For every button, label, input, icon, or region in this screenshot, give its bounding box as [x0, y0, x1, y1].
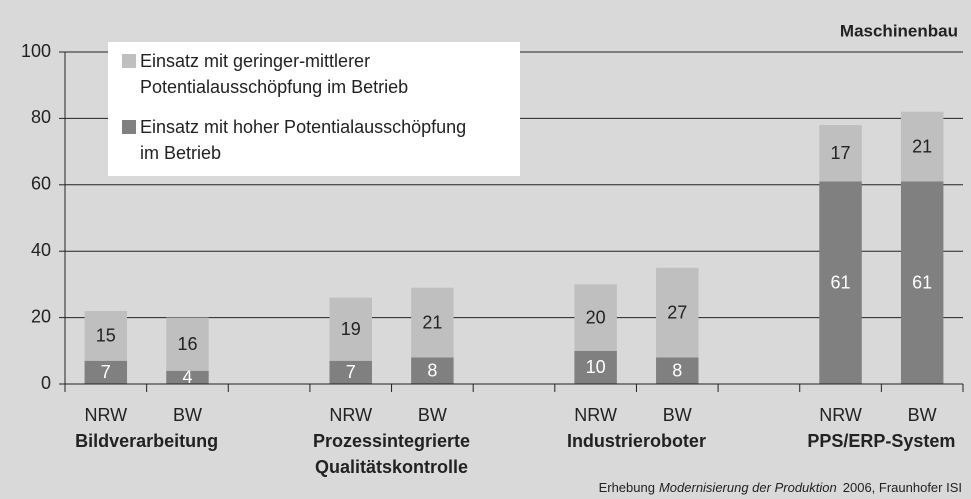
- value-label: 8: [672, 360, 682, 380]
- x-tick-label: NRW: [574, 405, 617, 425]
- value-label: 15: [96, 326, 116, 346]
- legend: Einsatz mit geringer-mittlerer Potential…: [108, 42, 520, 176]
- x-tick-label: NRW: [329, 405, 372, 425]
- source-italic: Modernisierung der Produktion: [659, 480, 837, 495]
- x-tick-label: BW: [663, 405, 692, 425]
- legend-swatch: [122, 54, 136, 68]
- legend-label: Einsatz mit geringer-mittlerer Potential…: [140, 51, 409, 97]
- bar-segment: [411, 287, 454, 358]
- y-tick-label: 80: [31, 107, 51, 127]
- value-label: 21: [422, 312, 442, 332]
- bar-segment: [411, 357, 454, 384]
- bar-segment: [819, 181, 862, 384]
- y-tick-label: 20: [31, 306, 51, 326]
- y-tick-label: 0: [41, 373, 51, 393]
- value-label: 61: [831, 272, 851, 292]
- value-label: 21: [912, 136, 932, 156]
- legend-label: Einsatz mit hoher Potentialausschöpfung …: [140, 117, 467, 163]
- bar-segment: [656, 357, 699, 384]
- value-label: 17: [831, 143, 851, 163]
- value-label: 27: [667, 302, 687, 322]
- bar-segment: [166, 317, 209, 371]
- x-tick-label: BW: [418, 405, 447, 425]
- source-note: Erhebung Modernisierung der Produktion 200…: [599, 480, 962, 495]
- group-label: Qualitätskontrolle: [315, 457, 468, 477]
- value-label: 7: [101, 362, 111, 382]
- bar-segment: [329, 360, 372, 384]
- x-tick-label: BW: [908, 405, 937, 425]
- value-label: 4: [182, 367, 192, 387]
- group-label: Bildverarbeitung: [75, 431, 218, 451]
- bar-segment: [900, 181, 944, 384]
- bar-segment: [574, 350, 617, 384]
- value-label: 16: [177, 334, 197, 354]
- value-label: 19: [341, 319, 361, 339]
- x-tick-label: BW: [173, 405, 202, 425]
- value-label: 7: [346, 362, 356, 382]
- bar-segment: [656, 267, 699, 358]
- bar-segment: [574, 284, 617, 351]
- chart-title: Maschinenbau: [840, 21, 958, 40]
- legend-entry: Einsatz mit hoher Potentialausschöpfung …: [122, 114, 478, 166]
- bar-segment: [819, 125, 862, 182]
- y-tick-label: 100: [21, 41, 51, 61]
- x-tick-label: NRW: [819, 405, 862, 425]
- bar-segment: [84, 310, 128, 361]
- bar-segment: [84, 360, 128, 384]
- legend-entry: Einsatz mit geringer-mittlerer Potential…: [122, 48, 478, 100]
- value-label: 8: [427, 360, 437, 380]
- source-after: 2006, Fraunhofer ISI: [843, 480, 962, 495]
- y-tick-label: 60: [31, 174, 51, 194]
- bar-segment: [166, 370, 209, 384]
- group-label: Prozessintegrierte: [313, 431, 470, 451]
- group-label: PPS/ERP-System: [807, 431, 955, 451]
- value-label: 10: [586, 357, 606, 377]
- value-label: 20: [586, 307, 606, 327]
- x-tick-label: NRW: [84, 405, 127, 425]
- bar-segment: [329, 297, 372, 361]
- source-before: Erhebung: [599, 480, 655, 495]
- legend-swatch: [122, 120, 136, 134]
- y-tick-label: 40: [31, 240, 51, 260]
- bar-segment: [900, 111, 944, 182]
- value-label: 61: [912, 272, 932, 292]
- group-label: Industrieroboter: [567, 431, 706, 451]
